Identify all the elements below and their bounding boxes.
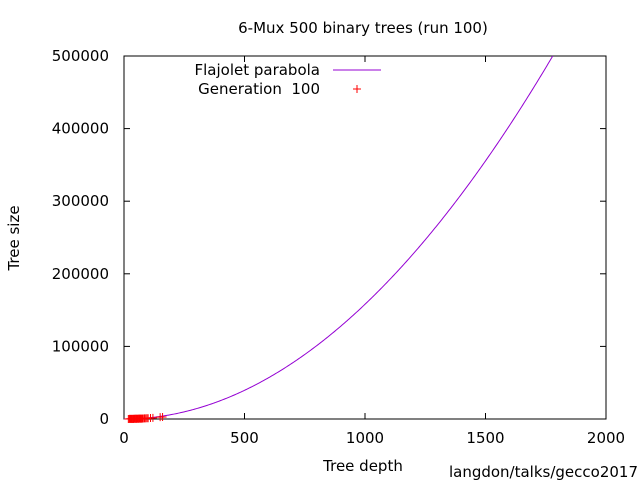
plot-frame xyxy=(123,55,607,420)
y-axis-label: Tree size xyxy=(5,205,23,271)
legend-swatch-generation xyxy=(353,85,361,93)
y-tick-label: 100000 xyxy=(52,337,109,355)
x-tick-label: 0 xyxy=(119,429,129,447)
x-tick-label: 500 xyxy=(230,429,259,447)
x-axis-label: Tree depth xyxy=(322,457,403,475)
x-tick-label: 1000 xyxy=(346,429,384,447)
y-tick-label: 400000 xyxy=(52,120,109,138)
x-tick-label: 1500 xyxy=(466,429,504,447)
legend-label-generation: Generation 100 xyxy=(198,80,320,98)
y-tick-label: 200000 xyxy=(52,265,109,283)
y-axis-ticks: 0 100000 200000 300000 400000 500000 xyxy=(52,47,606,428)
generation-point xyxy=(148,413,157,422)
generation-point xyxy=(158,412,167,421)
source-annotation: langdon/talks/gecco2017 xyxy=(449,463,638,480)
y-tick-label: 500000 xyxy=(52,47,109,65)
legend-label-parabola: Flajolet parabola xyxy=(194,61,320,79)
series-layer xyxy=(124,55,554,423)
chart-title: 6-Mux 500 binary trees (run 100) xyxy=(238,19,488,37)
x-axis-ticks: 0 500 1000 1500 2000 xyxy=(119,56,625,447)
x-tick-label: 2000 xyxy=(587,429,625,447)
flajolet-parabola-line xyxy=(124,55,554,420)
y-tick-label: 0 xyxy=(99,410,109,428)
y-tick-label: 300000 xyxy=(52,192,109,210)
